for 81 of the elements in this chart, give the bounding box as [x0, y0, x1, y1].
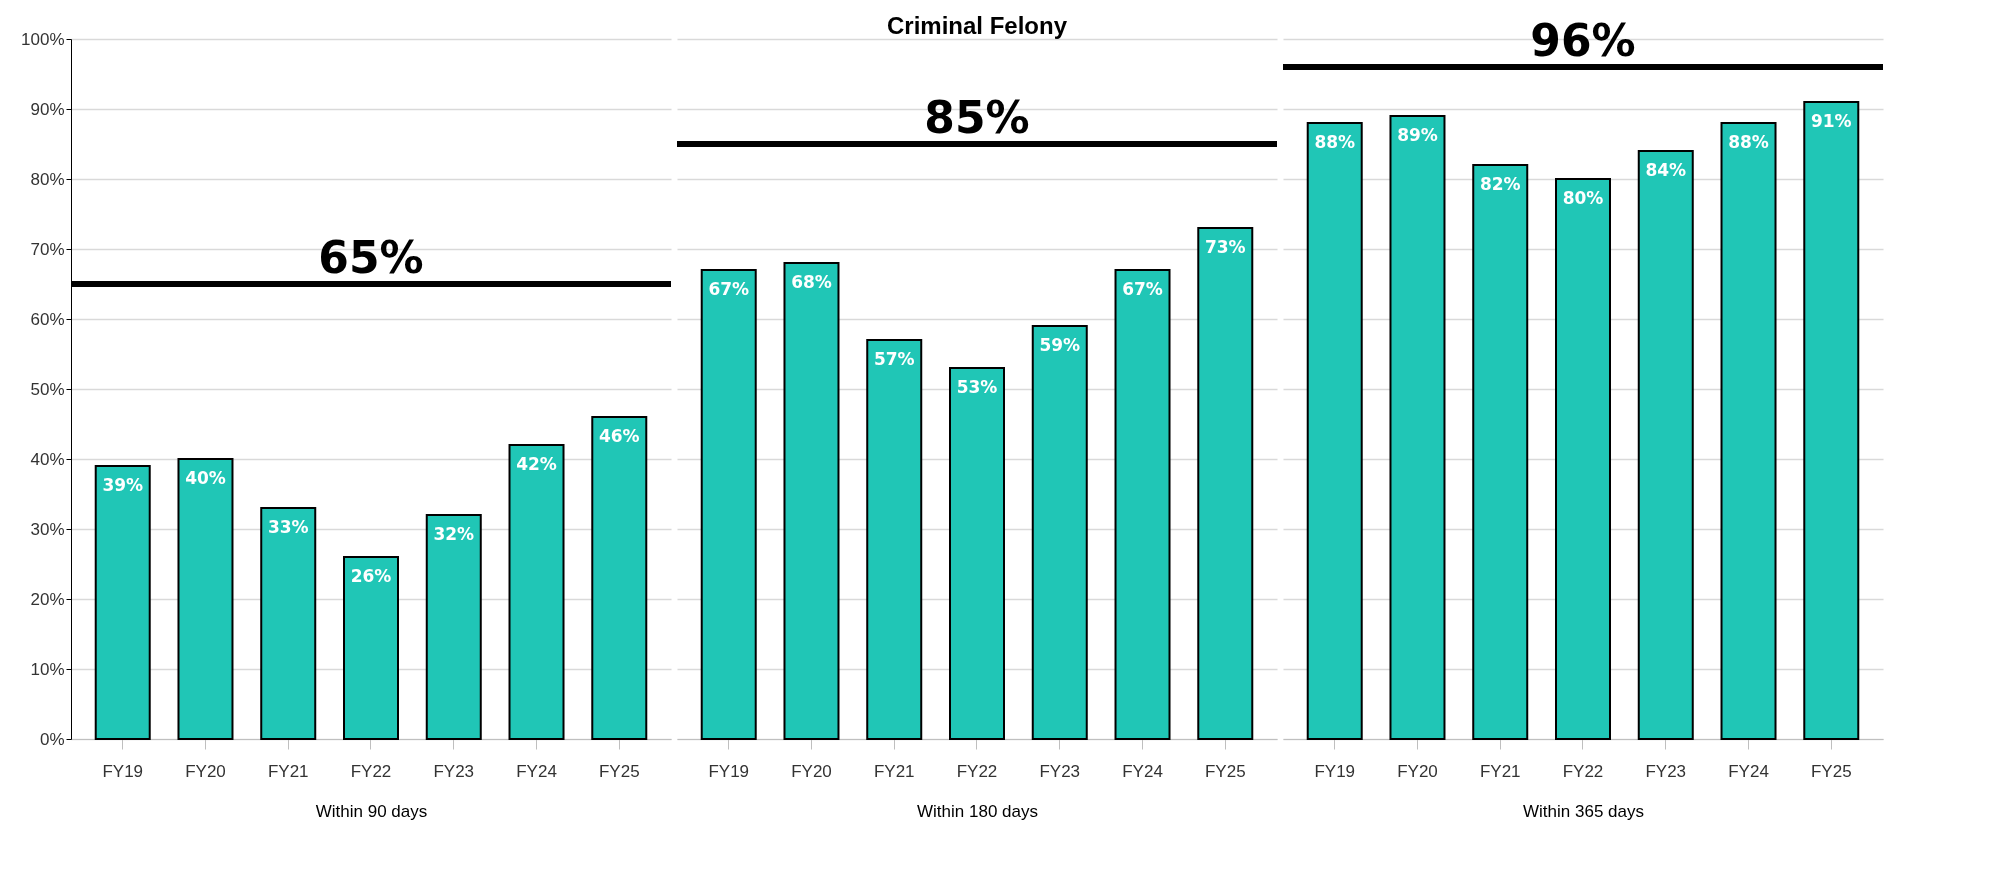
y-tick-label: 30%: [30, 519, 65, 539]
x-tick-label: FY19: [102, 761, 144, 781]
data-label: 84%: [1645, 160, 1687, 180]
bar: [591, 416, 648, 740]
bar: [508, 444, 565, 740]
bar: [1031, 325, 1088, 740]
x-tick-label: FY19: [708, 761, 750, 781]
bar: [1555, 178, 1611, 740]
bar: [866, 339, 923, 740]
data-label: 67%: [1122, 279, 1163, 299]
x-tick-label: FY20: [1397, 761, 1438, 781]
data-label: 59%: [1039, 335, 1081, 355]
x-tick-label: FY20: [185, 761, 226, 781]
x-tick-label: FY23: [1645, 761, 1687, 781]
data-label: 39%: [102, 475, 144, 495]
bar: [1472, 164, 1529, 740]
x-axis-title: Within 180 days: [917, 801, 1038, 821]
x-tick-label: FY21: [267, 761, 309, 781]
bar: [1197, 227, 1254, 740]
bar: [949, 367, 1005, 740]
data-label: 40%: [185, 468, 226, 488]
ref-line-label: 65%: [318, 232, 424, 283]
data-label: 33%: [267, 517, 309, 537]
bar: [1720, 122, 1777, 740]
data-label: 46%: [598, 426, 640, 446]
x-axis-title: Within 90 days: [315, 801, 428, 821]
data-label: 42%: [516, 454, 557, 474]
bar: [1637, 150, 1694, 740]
ref-line-label: 85%: [924, 92, 1030, 143]
y-tick-label: 50%: [30, 379, 65, 399]
bar: [1389, 115, 1446, 740]
x-tick-label: FY24: [1122, 761, 1163, 781]
x-tick-label: FY22: [1562, 761, 1604, 781]
x-tick-label: FY21: [873, 761, 915, 781]
y-tick-label: 60%: [30, 309, 65, 329]
data-label: 73%: [1204, 237, 1246, 257]
x-tick-label: FY24: [1728, 761, 1769, 781]
data-label: 82%: [1479, 174, 1521, 194]
x-tick-label: FY24: [516, 761, 557, 781]
data-label: 68%: [791, 272, 832, 292]
bar: [1306, 122, 1363, 740]
data-label: 57%: [873, 349, 915, 369]
bar: [177, 458, 234, 740]
y-tick-label: 90%: [30, 99, 65, 119]
bar: [260, 507, 317, 740]
bar: [783, 262, 840, 740]
data-label: 53%: [956, 377, 998, 397]
x-tick-label: FY23: [1039, 761, 1081, 781]
x-tick-label: FY22: [350, 761, 392, 781]
data-label: 88%: [1314, 132, 1356, 152]
x-tick-label: FY19: [1314, 761, 1356, 781]
ref-line-label: 96%: [1530, 15, 1636, 66]
data-label: 67%: [708, 279, 750, 299]
y-tick-label: 20%: [30, 589, 65, 609]
bar: [343, 556, 399, 740]
x-tick-label: FY22: [956, 761, 998, 781]
data-label: 26%: [350, 566, 392, 586]
x-tick-label: FY21: [1479, 761, 1521, 781]
y-tick-label: 100%: [21, 29, 65, 49]
y-tick-label: 0%: [39, 729, 65, 749]
bar: [1803, 101, 1860, 740]
data-label: 91%: [1810, 111, 1852, 131]
x-tick-label: FY20: [791, 761, 832, 781]
bar: [425, 514, 482, 740]
x-tick-label: FY23: [433, 761, 475, 781]
x-tick-label: FY25: [1810, 761, 1852, 781]
data-label: 89%: [1397, 125, 1438, 145]
y-tick-label: 70%: [30, 239, 65, 259]
bar: [700, 269, 757, 740]
x-axis-title: Within 365 days: [1523, 801, 1644, 821]
y-tick-label: 80%: [30, 169, 65, 189]
data-label: 88%: [1728, 132, 1769, 152]
y-tick-label: 10%: [30, 659, 65, 679]
chart-title: Criminal Felony: [886, 12, 1068, 39]
data-label: 32%: [433, 524, 475, 544]
x-tick-label: FY25: [598, 761, 640, 781]
bar: [1114, 269, 1171, 740]
y-tick-label: 40%: [30, 449, 65, 469]
bar: [94, 465, 151, 740]
x-tick-label: FY25: [1204, 761, 1246, 781]
data-label: 80%: [1562, 188, 1604, 208]
